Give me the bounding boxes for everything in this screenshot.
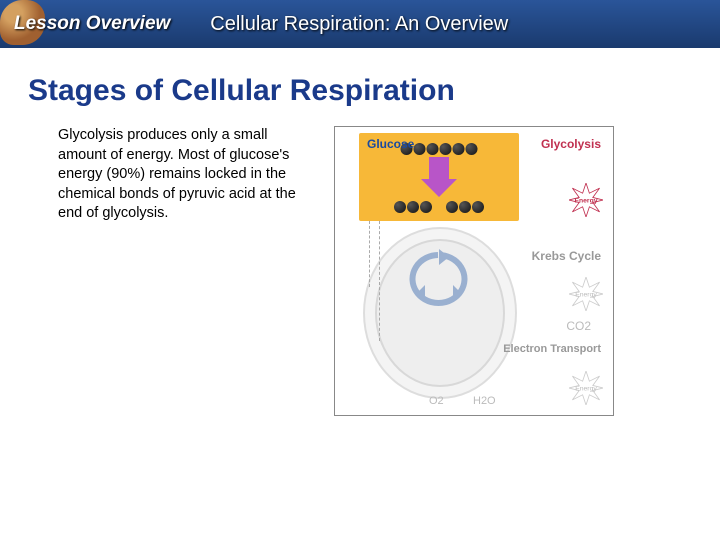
energy-burst-3: Energy [569,371,603,405]
label-electron: Electron Transport [503,343,601,355]
energy-burst-1: Energy [569,183,603,217]
body-row: Glycolysis produces only a small amount … [28,126,692,416]
section-title: Stages of Cellular Respiration [28,74,692,108]
respiration-diagram: Glucose Glycolysis Krebs Cycle CO2 Elect… [334,126,614,416]
label-glycolysis: Glycolysis [541,137,601,151]
label-krebs: Krebs Cycle [532,249,601,263]
label-glucose: Glucose [367,137,414,151]
svg-text:Energy: Energy [574,198,597,205]
path-dash-2 [379,221,380,341]
header-bar: Lesson Overview Cellular Respiration: An… [0,0,720,48]
lesson-label: Lesson Overview [14,13,170,35]
krebs-cycle-icon [403,249,475,311]
pyruvate-molecules [394,201,484,213]
label-co2: CO2 [566,319,591,333]
label-h2o: H2O [473,395,496,407]
svg-text:Energy: Energy [575,292,597,299]
svg-text:Energy: Energy [575,386,597,393]
energy-burst-2: Energy [569,277,603,311]
topic-title: Cellular Respiration: An Overview [210,13,508,36]
body-text: Glycolysis produces only a small amount … [28,126,318,416]
path-dash-1 [369,221,370,287]
label-o2: O2 [429,395,444,407]
glycolysis-arrow-icon [421,157,457,197]
content-area: Stages of Cellular Respiration Glycolysi… [0,48,720,442]
